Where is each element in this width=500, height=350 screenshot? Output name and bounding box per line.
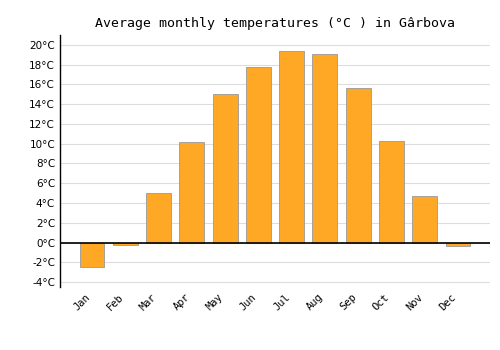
Bar xyxy=(113,243,138,245)
Title: Average monthly temperatures (°C ) in Gârbova: Average monthly temperatures (°C ) in Gâ… xyxy=(95,17,455,30)
Bar xyxy=(379,141,404,243)
Bar xyxy=(346,88,370,243)
Bar xyxy=(146,193,171,243)
Bar xyxy=(446,243,470,246)
Bar xyxy=(279,51,304,243)
Bar xyxy=(246,66,271,243)
Bar xyxy=(312,54,338,243)
Bar xyxy=(80,243,104,267)
Bar xyxy=(412,196,437,243)
Bar xyxy=(180,142,204,243)
Bar xyxy=(212,94,238,243)
